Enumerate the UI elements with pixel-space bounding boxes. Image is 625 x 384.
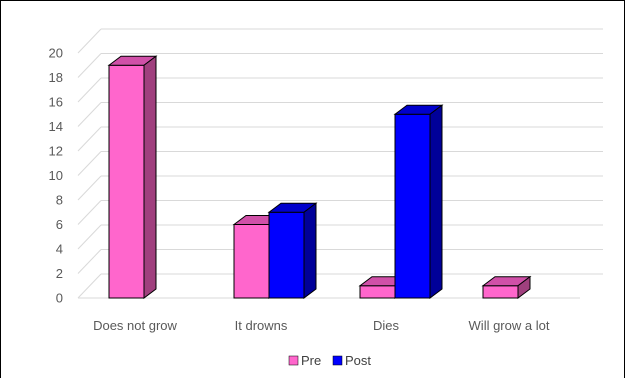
bar-front xyxy=(482,285,519,299)
bar-pre-does-not-grow xyxy=(107,55,158,299)
x-category-label: Does not grow xyxy=(93,318,177,333)
legend-label: Post xyxy=(345,353,371,368)
bar-front xyxy=(394,113,431,299)
x-category-label: Dies xyxy=(373,318,400,333)
y-tick-label: 4 xyxy=(56,242,63,257)
bar-post-it-drowns xyxy=(267,202,318,299)
y-tick-label: 10 xyxy=(49,168,63,183)
legend-swatch xyxy=(288,355,299,366)
y-tick-label: 2 xyxy=(56,266,63,281)
bar-side xyxy=(303,202,317,299)
gridline-diagonal xyxy=(77,28,102,54)
legend-label: Pre xyxy=(301,353,321,368)
gridline-diagonal xyxy=(77,126,102,152)
legend-swatch xyxy=(332,355,343,366)
y-tick-label: 8 xyxy=(56,193,63,208)
bar-front xyxy=(359,285,396,299)
y-tick-label: 16 xyxy=(49,95,63,110)
bar-side xyxy=(143,55,157,299)
x-axis-categories: Does not grow It drowns Dies Will grow a lo… xyxy=(93,318,550,333)
gridline-diagonal xyxy=(77,249,102,274)
legend-item-post: Post xyxy=(332,353,371,368)
x-category-label: It drowns xyxy=(235,318,288,333)
y-tick-label: 14 xyxy=(49,119,63,134)
bar-side xyxy=(429,104,443,299)
legend: Pre Post xyxy=(288,353,371,368)
bar-post-dies xyxy=(393,104,444,299)
y-tick-label: 18 xyxy=(49,70,63,85)
bars xyxy=(107,55,532,299)
gridline-diagonal xyxy=(77,273,102,299)
gridline-diagonal xyxy=(77,224,102,250)
x-category-label: Will grow a lot xyxy=(469,318,550,333)
legend-item-pre: Pre xyxy=(288,353,321,368)
gridlines xyxy=(77,28,603,299)
y-tick-label: 6 xyxy=(56,217,63,232)
gridline-diagonal xyxy=(77,200,102,225)
bar-front xyxy=(108,64,145,299)
gridline-diagonal xyxy=(77,151,102,176)
gridline-diagonal xyxy=(77,53,102,78)
gridline-diagonal xyxy=(77,102,102,127)
bar-pre-will-grow-a-lot xyxy=(481,275,532,299)
y-tick-label: 0 xyxy=(56,291,63,306)
y-axis-ticks: 0 2 4 6 8 10 12 14 16 18 20 xyxy=(49,46,63,306)
gridline-diagonal xyxy=(77,175,102,201)
bar-front xyxy=(268,211,305,299)
bar-side xyxy=(517,275,531,299)
gridline-diagonal xyxy=(77,77,102,103)
y-tick-label: 12 xyxy=(49,144,63,159)
y-tick-label: 20 xyxy=(49,46,63,61)
bar-front xyxy=(233,224,270,299)
